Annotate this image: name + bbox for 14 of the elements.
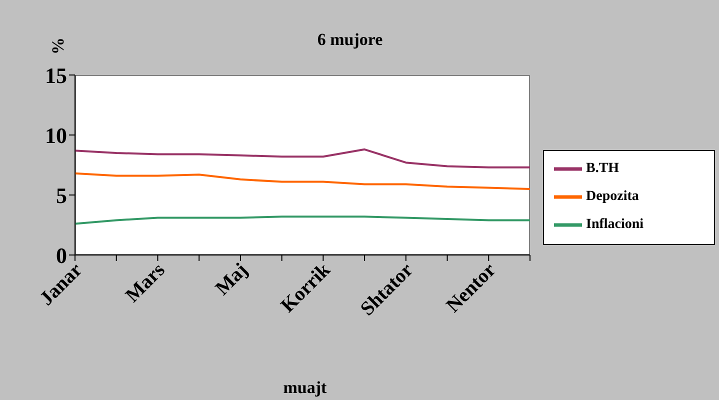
legend-label: B.TH <box>586 161 620 176</box>
chart-title: 6 mujore <box>316 30 384 50</box>
line-series <box>74 148 531 168</box>
x-axis-title: muajt <box>282 378 328 398</box>
y-tick-label: 10 <box>45 122 67 148</box>
legend-label: Inflacioni <box>586 218 644 233</box>
line-series <box>74 216 531 225</box>
y-tick-label: 15 <box>45 62 67 88</box>
line-series <box>74 172 531 190</box>
y-axis-title: % <box>48 38 68 54</box>
x-tick-label: Maj <box>211 258 252 300</box>
y-tick-label: 5 <box>56 182 67 208</box>
legend-label: Depozita <box>586 189 639 204</box>
y-tick-label: 0 <box>56 242 67 268</box>
